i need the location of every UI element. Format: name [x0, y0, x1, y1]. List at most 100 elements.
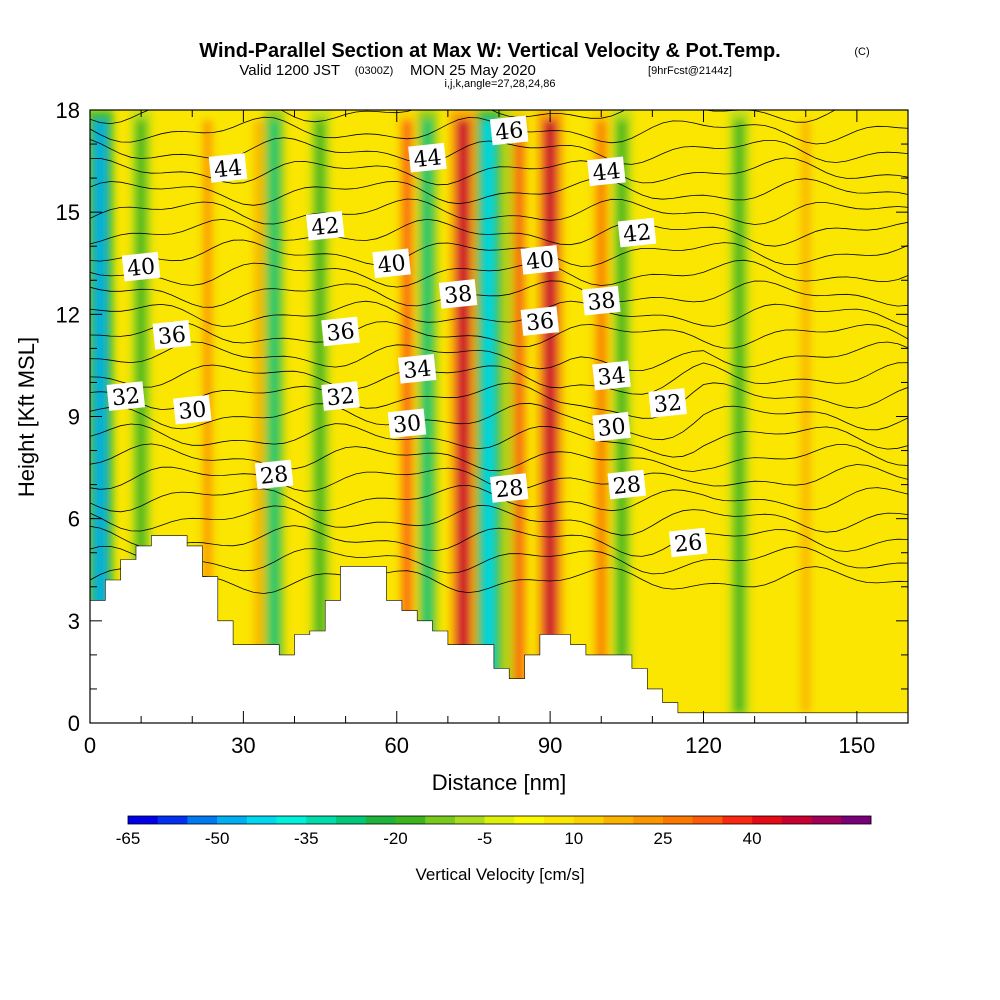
subtitle-grid-indices: i,j,k,angle=27,28,24,86: [444, 78, 555, 90]
velocity-core-8: [456, 120, 470, 713]
isentrope-line-17: [90, 218, 908, 247]
isentrope-label-10: 34: [397, 353, 437, 384]
isentrope-line-0: [90, 566, 908, 594]
isentrope-label-3: 28: [607, 469, 647, 500]
isentrope-line-20: [90, 157, 908, 186]
svg-text:26: 26: [673, 530, 703, 558]
isentrope-label-24: 44: [587, 156, 626, 187]
x-tick-label-5: 150: [839, 733, 876, 758]
svg-text:36: 36: [157, 322, 187, 350]
colorbar-swatch-13: [514, 816, 545, 824]
colorbar-swatch-24: [841, 816, 872, 824]
colorbar-swatch-14: [544, 816, 575, 824]
colorbar-swatch-23: [811, 816, 842, 824]
colorbar-swatch-19: [692, 816, 723, 824]
colorbar-label-3: -20: [383, 829, 408, 848]
isentrope-line-1: [90, 546, 908, 575]
isentrope-label-22: 44: [208, 153, 248, 183]
velocity-core-1: [136, 120, 147, 713]
isentrope-line-7: [90, 423, 908, 458]
colorbar-swatch-4: [246, 816, 277, 824]
svg-text:42: 42: [622, 220, 652, 248]
colorbar-swatch-21: [752, 816, 783, 824]
velocity-core-16: [800, 120, 811, 713]
subtitle-valid: Valid 1200 JST: [239, 62, 340, 79]
subtitle-zulu: (0300Z): [355, 65, 394, 77]
svg-text:30: 30: [392, 411, 422, 439]
colorbar-swatch-0: [128, 816, 159, 824]
colorbar-swatch-7: [336, 816, 367, 824]
isentrope-label-12: 36: [152, 319, 192, 350]
y-tick-label-5: 15: [56, 200, 80, 225]
colorbar-swatch-9: [395, 816, 426, 824]
x-tick-label-3: 90: [538, 733, 562, 758]
svg-text:38: 38: [586, 288, 616, 316]
isentrope-line-10: [90, 362, 908, 395]
isentrope-line-2: [90, 525, 908, 557]
isentrope-label-14: 36: [520, 306, 560, 337]
isentrope-label-8: 32: [321, 381, 360, 411]
isentrope-label-1: 28: [254, 459, 294, 490]
isentrope-label-11: 34: [592, 360, 631, 391]
svg-text:36: 36: [525, 309, 555, 337]
chart-title: Wind-Parallel Section at Max W: Vertical…: [199, 40, 780, 62]
colorbar-swatch-2: [187, 816, 218, 824]
svg-text:38: 38: [443, 281, 473, 309]
svg-text:46: 46: [494, 118, 524, 146]
isentrope-line-8: [90, 402, 908, 441]
isentrope-line-19: [90, 178, 908, 206]
isentrope-label-18: 40: [372, 248, 411, 279]
isentrope-label-13: 36: [321, 316, 360, 347]
isentrope-label-17: 40: [121, 251, 161, 282]
colorbar-label-6: 25: [653, 829, 672, 848]
isentrope-line-16: [90, 239, 908, 267]
colorbar-swatch-10: [425, 816, 456, 824]
svg-text:44: 44: [591, 159, 621, 187]
velocity-core-4: [269, 120, 280, 713]
y-tick-label-3: 9: [68, 405, 80, 430]
isentrope-label-0: 26: [668, 527, 708, 558]
svg-text:40: 40: [525, 247, 555, 275]
subtitle-forecast: [9hrFcst@2144z]: [648, 65, 732, 77]
colorbar-title: Vertical Velocity [cm/s]: [415, 865, 584, 884]
isentrope-label-20: 42: [305, 210, 345, 241]
isentrope-label-6: 30: [592, 411, 631, 442]
colorbar-swatch-12: [484, 816, 515, 824]
y-tick-label-1: 3: [68, 609, 80, 634]
x-axis-title: Distance [nm]: [432, 770, 567, 795]
svg-text:30: 30: [177, 397, 207, 425]
colorbar-swatch-16: [603, 816, 634, 824]
colorbar: -65 -50 -35 -20 -5 10 25 40: [116, 815, 872, 848]
svg-text:34: 34: [402, 356, 432, 384]
x-tick-label-2: 60: [385, 733, 409, 758]
velocity-core-7: [422, 120, 433, 713]
isentrope-label-25: 46: [489, 115, 529, 146]
svg-text:36: 36: [325, 319, 355, 347]
chart-subtitle: Valid 1200 JST (0300Z) MON 25 May 2020 […: [239, 62, 732, 79]
svg-text:30: 30: [596, 414, 626, 442]
y-tick-label-2: 6: [68, 507, 80, 532]
copyright-mark: (C): [854, 46, 869, 58]
svg-text:28: 28: [612, 472, 642, 500]
isentrope-line-14: [90, 280, 908, 308]
svg-text:28: 28: [494, 476, 524, 504]
colorbar-label-5: 10: [564, 829, 583, 848]
isentrope-label-23: 44: [408, 142, 447, 173]
x-axis: 0 30 60 90 120 150: [84, 110, 909, 758]
svg-text:34: 34: [596, 363, 626, 391]
isentrope-line-11: [90, 341, 908, 371]
colorbar-swatch-11: [454, 816, 485, 824]
colorbar-label-4: -5: [477, 829, 492, 848]
svg-text:40: 40: [377, 251, 407, 279]
isentrope-line-18: [90, 198, 908, 225]
svg-text:28: 28: [259, 462, 289, 490]
svg-text:32: 32: [111, 384, 141, 412]
isentrope-label-7: 32: [106, 381, 146, 412]
subtitle-date: MON 25 May 2020: [410, 62, 536, 79]
colorbar-swatch-17: [633, 816, 664, 824]
isentrope-label-21: 42: [617, 217, 657, 248]
velocity-core-12: [543, 120, 557, 713]
svg-text:44: 44: [412, 145, 442, 173]
isentrope-label-15: 38: [438, 279, 478, 309]
